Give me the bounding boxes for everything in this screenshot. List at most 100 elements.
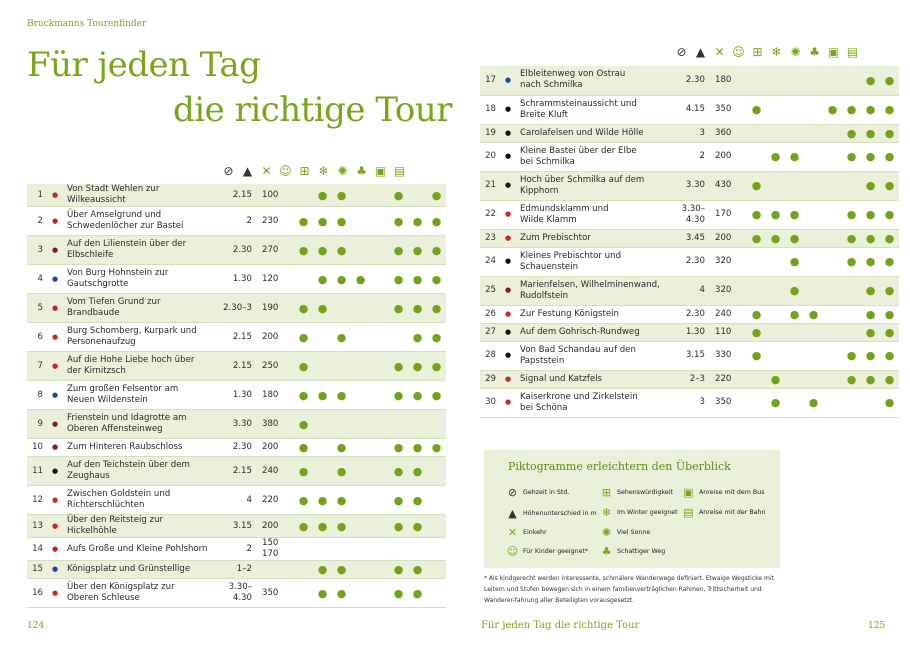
shade-tree-indicator: ● <box>389 485 408 515</box>
tour-name-line: bei Schöna <box>520 402 568 413</box>
bus-indicator: ● <box>408 485 427 515</box>
tour-name-line: Breite Kluft <box>520 109 569 120</box>
sun-indicator <box>823 388 842 418</box>
walking-time: 3 <box>667 124 708 143</box>
walking-time: 2–3 <box>667 370 708 389</box>
food-indicator: ● <box>747 171 766 201</box>
walking-time: 3.30–4.30 <box>667 200 708 230</box>
difficulty-marker: ● <box>498 171 518 201</box>
tour-number: 20 <box>480 142 498 172</box>
sun-indicator <box>823 124 842 143</box>
bus-indicator: ● <box>861 305 880 324</box>
food-icon: ✕ <box>261 164 272 178</box>
tour-name: Signal und Katzfels <box>518 370 667 389</box>
tour-row: 18 ● Schrammsteinaussicht und Breite Kluft 4… <box>480 95 899 125</box>
train-indicator: ● <box>427 351 446 381</box>
tour-number: 4 <box>27 264 45 294</box>
walking-time: 3.15 <box>214 514 255 538</box>
child-smiley-indicator: ● <box>766 229 785 248</box>
tour-name: Carolafelsen und Wilde Hölle <box>518 124 667 143</box>
tour-number: 27 <box>480 323 498 342</box>
tour-number: 14 <box>27 537 45 561</box>
legend-box: Piktogramme erleichtern den Überblick ⊘ G… <box>484 450 780 568</box>
elevation-gain: 250 <box>255 351 294 381</box>
food-indicator: ● <box>747 305 766 324</box>
train-indicator: ● <box>880 247 899 277</box>
tour-name-line: Edmundsklamm und <box>520 203 609 214</box>
monument-icon: ⊞ <box>601 486 612 499</box>
tour-row: 3 ● Auf den Lilienstein über der Elbschleif… <box>27 235 446 265</box>
bus-indicator: ● <box>861 247 880 277</box>
tour-number: 7 <box>27 351 45 381</box>
tour-name-line: Vom Tiefen Grund zur <box>67 297 161 307</box>
bus-icon: ▣ <box>827 45 840 59</box>
food-indicator: ● <box>294 293 313 323</box>
bus-indicator: ● <box>861 66 880 96</box>
snowflake-indicator <box>804 95 823 125</box>
bus-indicator: ● <box>861 171 880 201</box>
mountain-icon: ▲ <box>242 164 253 178</box>
bus-indicator <box>408 537 427 561</box>
tour-name-line: Burg Schomberg, Kurpark und <box>67 326 197 336</box>
tour-name: Von Bad Schandau auf den Papststein <box>518 341 667 371</box>
tour-number: 23 <box>480 229 498 248</box>
shade-tree-indicator: ● <box>842 142 861 172</box>
page-number-left: 124 <box>27 621 45 631</box>
elevation-gain: 100 <box>255 184 294 207</box>
snowflake-indicator <box>351 293 370 323</box>
food-indicator <box>747 247 766 277</box>
tour-name: Auf den Lilienstein über der Elbschleife <box>65 235 214 265</box>
train-indicator: ● <box>880 66 899 96</box>
monument-indicator <box>785 95 804 125</box>
child-smiley-indicator <box>766 305 785 324</box>
food-icon: ✕ <box>507 526 518 539</box>
child-smiley-indicator: ● <box>313 235 332 265</box>
legend-label: Für Kinder geeignet* <box>523 548 589 555</box>
tour-name: Vom Tiefen Grund zur Brandbaude <box>65 293 214 323</box>
monument-icon: ⊞ <box>299 164 310 178</box>
bus-indicator: ● <box>408 206 427 236</box>
tour-name: Edmundsklamm und Wilde Klamm <box>518 200 667 230</box>
monument-indicator: ● <box>332 578 351 608</box>
tour-name-line: Schrammsteinaussicht und <box>520 98 637 109</box>
tour-number: 12 <box>27 485 45 515</box>
legend-item: ⊘ Gehzeit in Std. <box>506 486 569 499</box>
tour-number: 8 <box>27 380 45 410</box>
tour-name: Elbleitenweg von Ostrau nach Schmilka <box>518 66 667 96</box>
child-smiley-indicator <box>313 322 332 352</box>
bus-icon: ▣ <box>683 486 694 499</box>
tour-row: 1 ● Von Stadt Wehlen zur Wilkeaussicht 2.15… <box>27 184 446 207</box>
monument-indicator <box>332 537 351 561</box>
tour-name: Zum großen Felsentor am Neuen Wildenstein <box>65 380 214 410</box>
bus-indicator: ● <box>861 124 880 143</box>
tour-number: 22 <box>480 200 498 230</box>
elevation-gain: 430 <box>708 171 747 201</box>
food-indicator: ● <box>294 409 313 439</box>
shade-tree-indicator: ● <box>389 456 408 486</box>
train-indicator <box>427 560 446 579</box>
walking-time: 2 <box>214 206 255 236</box>
tour-name-line: Personenaufzug <box>67 337 136 347</box>
legend-label: Viel Sonne <box>617 529 651 536</box>
sun-indicator <box>370 380 389 410</box>
elevation-gain: 230 <box>255 206 294 236</box>
tour-name-line: Frienstein und Idagrotte am <box>67 413 187 423</box>
monument-indicator: ● <box>332 322 351 352</box>
snowflake-indicator <box>351 514 370 538</box>
food-indicator: ● <box>294 351 313 381</box>
train-indicator <box>427 537 446 561</box>
tour-row: 17 ● Elbleitenweg von Ostrau nach Schmilka 2… <box>480 66 899 96</box>
monument-indicator: ● <box>332 380 351 410</box>
legend-item: ❄ Im Winter geeignet <box>600 506 678 519</box>
snowflake-indicator <box>804 276 823 306</box>
elevation-gain: 380 <box>255 409 294 439</box>
difficulty-marker: ● <box>498 142 518 172</box>
legend-label: Im Winter geeignet <box>617 509 678 516</box>
tour-name: Über den Königsplatz zur Oberen Schleuse <box>65 578 214 608</box>
snowflake-indicator <box>351 409 370 439</box>
train-indicator <box>427 514 446 538</box>
sun-indicator <box>370 184 389 207</box>
difficulty-marker: ● <box>45 438 65 457</box>
train-indicator: ● <box>427 206 446 236</box>
tour-table-right: 17 ● Elbleitenweg von Ostrau nach Schmilka 2… <box>480 66 899 418</box>
